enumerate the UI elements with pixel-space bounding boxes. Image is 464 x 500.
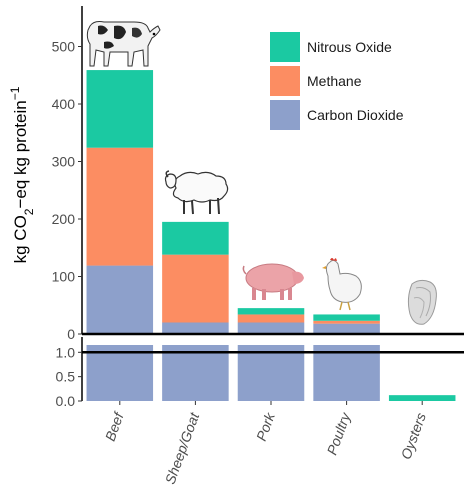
category-label-2: Pork [253,410,278,443]
upper-panel-bars [86,70,380,334]
bar-lower-4-2 [388,395,456,401]
bar-upper-2-0 [237,322,305,334]
pig-icon [242,263,304,300]
bar-upper-0-0 [86,265,154,334]
upper-ytick-label-5: 500 [52,39,76,55]
upper-ytick-label-3: 300 [52,154,76,170]
category-label-3: Poultry [323,410,353,457]
category-label-4: Oysters [397,411,429,462]
legend: Nitrous Oxide Methane Carbon Dioxide [270,32,404,130]
bar-lower-2-0 [237,345,305,401]
category-label-1: Sheep/Goat [162,410,203,487]
legend-swatch-2 [270,100,300,130]
bar-upper-2-2 [237,308,305,315]
legend-swatch-1 [270,66,300,96]
lower-ytick-label-0: 0.0 [56,393,76,409]
bar-upper-1-1 [162,254,229,323]
category-label-0: Beef [102,409,128,444]
lower-panel-bars [86,345,456,401]
bar-upper-2-1 [237,314,305,323]
y-axis-label-part-3: −eq kg protein [11,100,30,208]
lower-ytick-label-1: 0.5 [56,369,76,385]
legend-label-0: Nitrous Oxide [307,39,392,55]
legend-label-1: Methane [307,73,362,89]
legend-label-2: Carbon Dioxide [307,107,404,123]
upper-ytick-label-4: 400 [52,96,76,112]
y-axis-label: kg CO2−eq kg protein−1 [8,86,36,263]
bar-lower-0-0 [86,345,154,401]
cow-icon [86,21,161,67]
bar-lower-1-0 [162,345,229,401]
chicken-icon [322,258,362,311]
y-axis-label-part-4: −1 [8,86,22,100]
ticks: 0 100 200 300 400 500 0.0 0.5 1.0 [52,39,82,409]
bar-upper-0-2 [86,70,154,148]
lower-ytick-label-2: 1.0 [56,344,76,360]
bar-upper-3-2 [313,314,380,321]
upper-ytick-label-2: 200 [52,211,76,227]
bar-upper-3-0 [313,323,380,334]
bar-upper-1-0 [162,322,229,334]
upper-ytick-label-1: 100 [52,269,76,285]
bar-upper-0-1 [86,147,154,266]
bar-upper-3-1 [313,320,380,324]
y-axis-label-part-2: 2 [22,208,36,215]
bar-lower-3-0 [313,345,380,401]
oyster-icon [407,279,437,325]
axes [81,6,464,401]
sheep-icon [164,170,229,215]
category-labels: Beef Sheep/Goat Pork Poultry Oysters [102,401,429,486]
y-axis-label-part-1: kg CO [11,215,30,263]
legend-swatch-0 [270,32,300,62]
bar-upper-1-2 [162,221,229,255]
upper-ytick-label-0: 0 [67,326,75,342]
